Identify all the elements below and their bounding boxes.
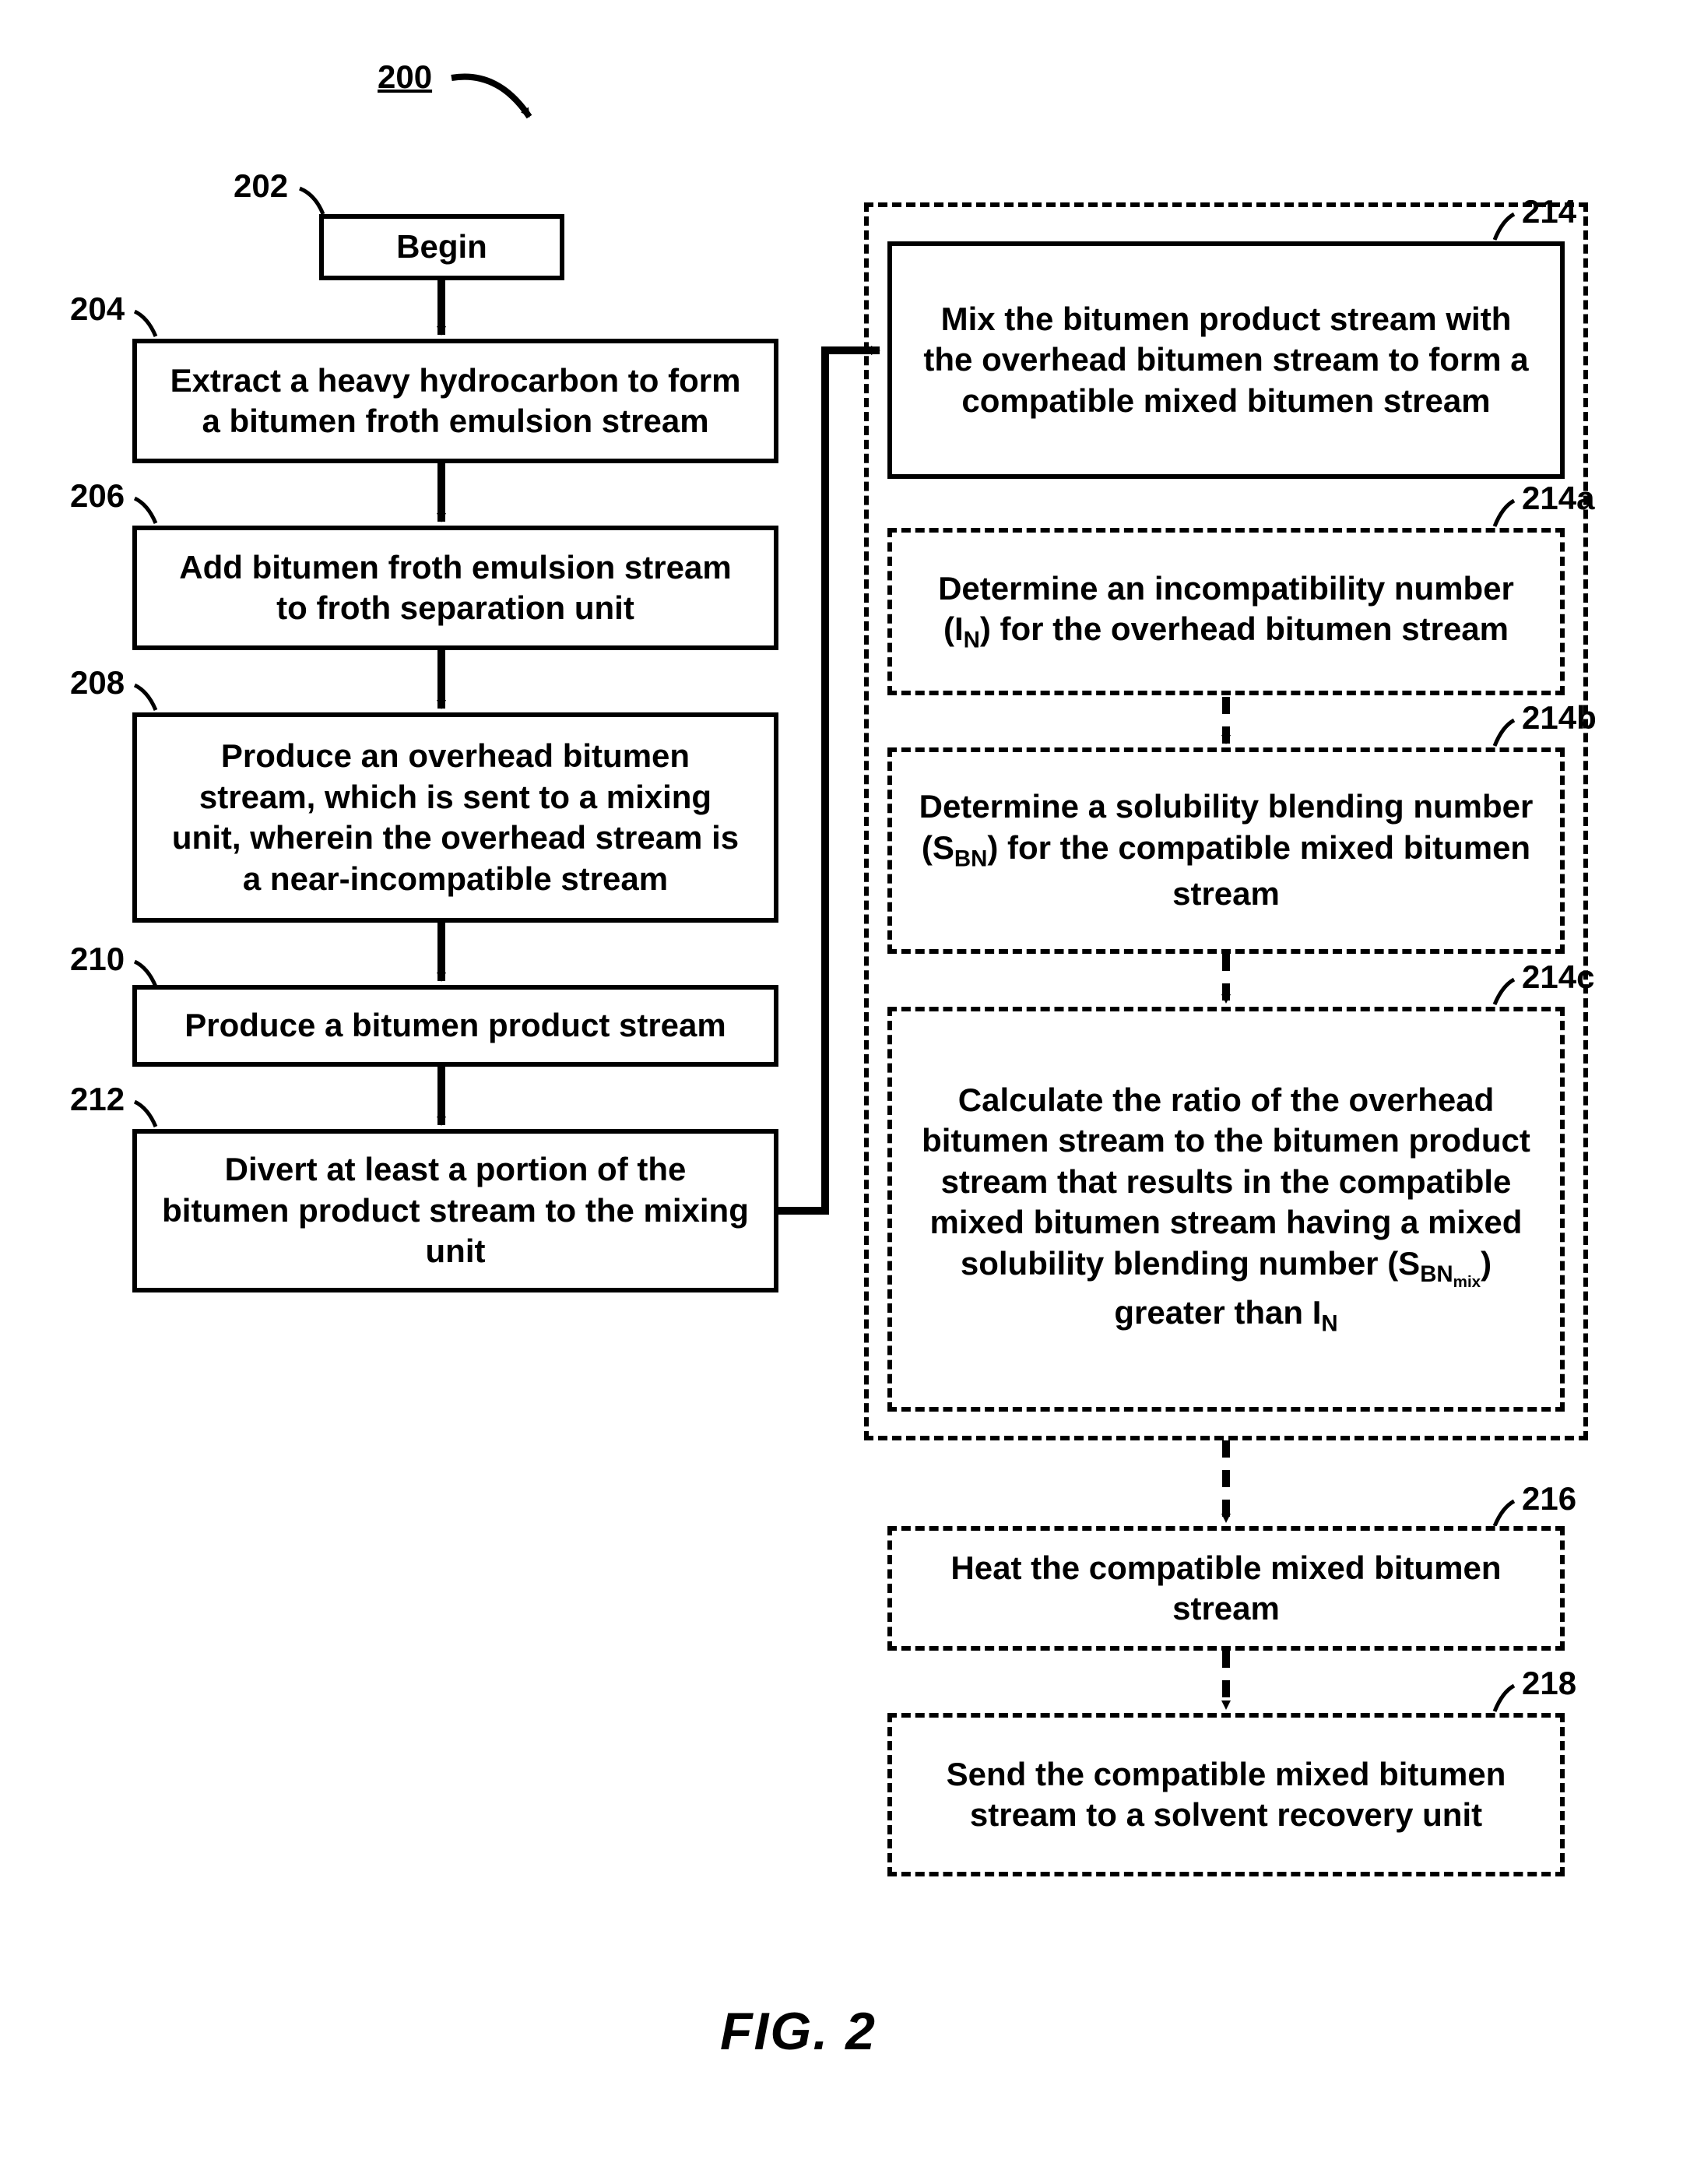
label-202: 202: [234, 167, 288, 205]
node-206: Add bitumen froth emulsion stream to fro…: [132, 526, 778, 650]
sub-n-2: N: [1321, 1310, 1337, 1336]
flowchart-canvas: 200: [0, 0, 1683, 2184]
label-218: 218: [1522, 1665, 1576, 1702]
label-214c: 214c: [1522, 958, 1594, 996]
node-214-text: Mix the bitumen product stream with the …: [915, 299, 1537, 422]
label-214b: 214b: [1522, 699, 1597, 737]
node-212: Divert at least a portion of the bitumen…: [132, 1129, 778, 1292]
node-begin: Begin: [319, 214, 564, 280]
n214a-post: ) for the overhead bitumen stream: [980, 610, 1509, 647]
node-216: Heat the compatible mixed bitumen stream: [887, 1526, 1565, 1651]
node-204: Extract a heavy hydrocarbon to form a bi…: [132, 339, 778, 463]
node-216-text: Heat the compatible mixed bitumen stream: [915, 1548, 1537, 1630]
node-208-text: Produce an overhead bitumen stream, whic…: [160, 736, 750, 899]
node-208: Produce an overhead bitumen stream, whic…: [132, 712, 778, 923]
node-214a: Determine an incompatibility number (IN)…: [887, 528, 1565, 695]
node-214: Mix the bitumen product stream with the …: [887, 241, 1565, 479]
n214b-post: ) for the compatible mixed bitumen strea…: [987, 829, 1530, 912]
label-216: 216: [1522, 1480, 1576, 1518]
node-218-text: Send the compatible mixed bitumen stream…: [915, 1754, 1537, 1836]
label-214a: 214a: [1522, 480, 1594, 517]
node-204-text: Extract a heavy hydrocarbon to form a bi…: [160, 360, 750, 442]
node-206-text: Add bitumen froth emulsion stream to fro…: [160, 547, 750, 629]
node-218: Send the compatible mixed bitumen stream…: [887, 1713, 1565, 1876]
label-210: 210: [70, 941, 125, 978]
node-214b-text: Determine a solubility blending number (…: [915, 786, 1537, 914]
label-208: 208: [70, 664, 125, 702]
node-214a-text: Determine an incompatibility number (IN)…: [915, 568, 1537, 656]
sub-bnmix: BNmix: [1420, 1261, 1481, 1287]
figure-caption: FIG. 2: [720, 2001, 877, 2062]
label-212: 212: [70, 1081, 125, 1118]
label-204: 204: [70, 290, 125, 328]
sub-bn-1: BN: [954, 846, 987, 871]
sub-n-1: N: [964, 628, 980, 653]
label-206: 206: [70, 477, 125, 515]
node-210: Produce a bitumen product stream: [132, 985, 778, 1067]
ref-label-200: 200: [378, 58, 432, 96]
n214c-pre: Calculate the ratio of the overhead bitu…: [922, 1081, 1530, 1282]
node-212-text: Divert at least a portion of the bitumen…: [160, 1149, 750, 1272]
node-214c-text: Calculate the ratio of the overhead bitu…: [915, 1080, 1537, 1338]
node-214b: Determine a solubility blending number (…: [887, 747, 1565, 954]
node-begin-text: Begin: [396, 227, 487, 268]
node-214c: Calculate the ratio of the overhead bitu…: [887, 1007, 1565, 1412]
node-210-text: Produce a bitumen product stream: [184, 1005, 726, 1046]
